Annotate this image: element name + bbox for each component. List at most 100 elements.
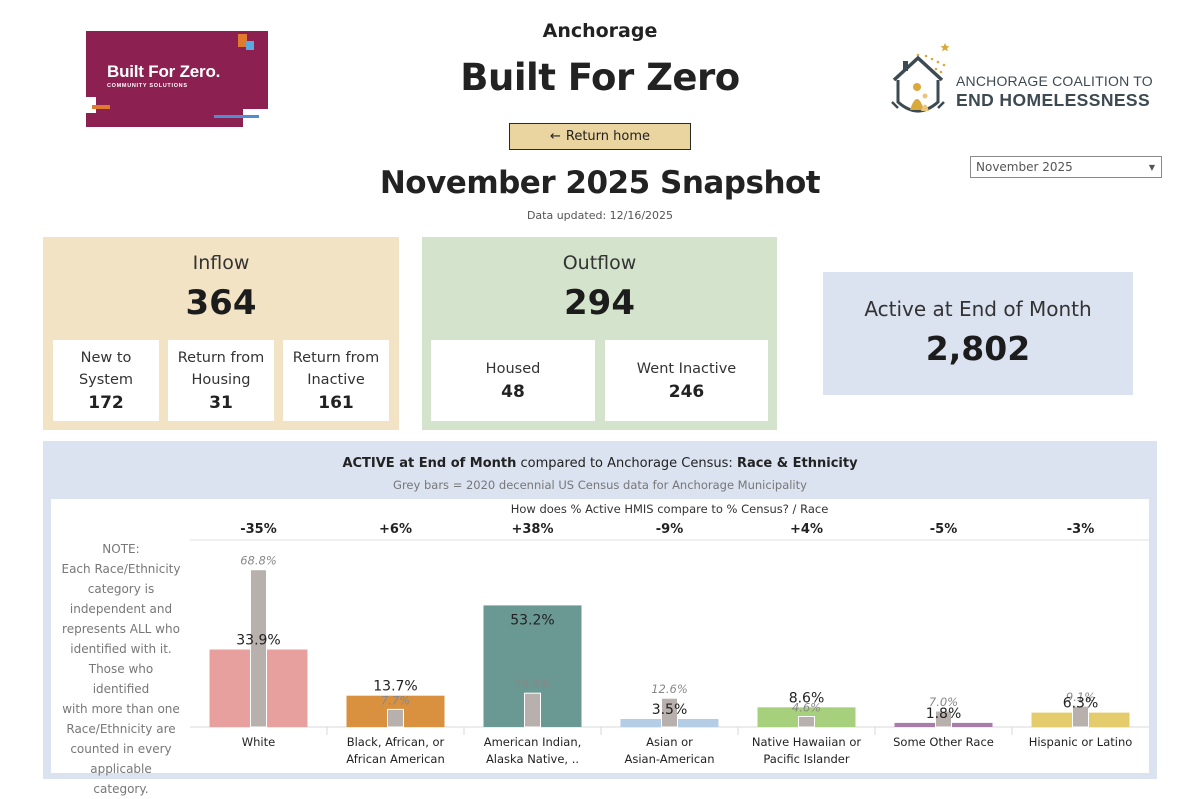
data-updated-text: Data updated: 12/16/2025 xyxy=(526,209,674,222)
built-for-zero-logo: Built For Zero. COMMUNITY SOLUTIONS xyxy=(86,31,268,127)
logo-accent-orange xyxy=(238,34,247,47)
active-value: 2,802 xyxy=(925,329,1031,368)
active-value-label: 53.2% xyxy=(510,612,554,628)
chart-axis-title: How does % Active HMIS compare to % Cens… xyxy=(511,502,829,516)
logo-accent-dash-orange xyxy=(92,105,110,109)
active-value-label: 8.6% xyxy=(789,690,825,706)
title-bold-active: ACTIVE at End of Month xyxy=(342,456,517,471)
category-label: American Indian, xyxy=(484,735,582,749)
difference-label: -5% xyxy=(930,522,957,537)
category-label: Asian-American xyxy=(624,752,714,766)
sub-value: 246 xyxy=(668,381,705,402)
census-bar xyxy=(798,715,815,728)
anchorage-coalition-logo: ANCHORAGE COALITION TO END HOMELESSNESS xyxy=(888,40,1168,120)
category-label: Some Other Race xyxy=(893,735,994,749)
logo-title: Built For Zero. xyxy=(107,62,221,81)
outflow-housed: Housed 48 xyxy=(431,340,595,421)
inflow-title: Inflow xyxy=(192,252,250,274)
return-home-button[interactable]: ← Return home xyxy=(509,123,691,150)
page-title: Built For Zero xyxy=(460,56,740,99)
sub-label: Return from xyxy=(177,349,265,366)
outflow-went-inactive: Went Inactive 246 xyxy=(605,340,768,421)
census-value-label: 7.7% xyxy=(381,693,410,707)
inflow-return-from-inactive: Return from Inactive 161 xyxy=(283,340,389,421)
difference-label: +4% xyxy=(790,522,823,537)
census-bar xyxy=(387,708,404,728)
census-bar xyxy=(935,710,952,728)
note-line: Those who identified xyxy=(88,662,154,696)
chart-panel-title: ACTIVE at End of Month compared to Ancho… xyxy=(43,456,1157,471)
inflow-value: 364 xyxy=(185,283,257,323)
category-label: Pacific Islander xyxy=(763,752,849,766)
month-dropdown-value: November 2025 xyxy=(976,160,1073,174)
chevron-down-icon: ▼ xyxy=(1148,162,1155,172)
arrow-left-icon: ← xyxy=(549,129,561,144)
logo-subtitle: COMMUNITY SOLUTIONS xyxy=(107,83,188,89)
chart-area: NOTE: Each Race/Ethnicity category is indep… xyxy=(51,499,1149,796)
difference-label: +38% xyxy=(511,522,553,537)
census-bar xyxy=(250,569,267,728)
census-bar xyxy=(1072,705,1089,728)
category-label: Asian or xyxy=(646,735,693,749)
census-value-label: 7.0% xyxy=(929,695,958,709)
race-bar-chart: How does % Active HMIS compare to % Cens… xyxy=(190,502,1149,766)
city-label: Anchorage xyxy=(542,20,658,42)
note-line: NOTE: xyxy=(102,542,140,556)
sub-label: Inactive xyxy=(307,371,365,388)
difference-label: +6% xyxy=(379,522,412,537)
inflow-new-to-system: New to System 172 xyxy=(53,340,159,421)
category-label: African American xyxy=(346,752,444,766)
census-value-label: 4.6% xyxy=(792,700,821,714)
race-ethnicity-panel: ACTIVE at End of Month compared to Ancho… xyxy=(43,441,1157,796)
difference-label: -9% xyxy=(656,522,683,537)
active-value-label: 3.5% xyxy=(652,702,688,718)
month-dropdown[interactable]: November 2025 ▼ xyxy=(970,156,1162,178)
sub-value: 172 xyxy=(88,392,124,413)
note-line: represents ALL who xyxy=(62,622,180,636)
title-bold-race: Race & Ethnicity xyxy=(736,456,858,471)
coalition-name-line2: END HOMELESSNESS xyxy=(956,90,1151,110)
note-text: NOTE: Each Race/Ethnicity category is indep… xyxy=(61,539,181,799)
active-value-label: 13.7% xyxy=(373,679,417,695)
category-label: Black, African, or xyxy=(347,735,445,749)
census-bar xyxy=(524,692,541,728)
note-line: category is xyxy=(87,582,155,596)
house-family-icon xyxy=(891,43,950,113)
sub-label: Went Inactive xyxy=(636,360,737,377)
outflow-title: Outflow xyxy=(562,252,637,274)
sub-label: System xyxy=(78,371,134,388)
difference-label: -3% xyxy=(1067,522,1094,537)
sub-value: 31 xyxy=(209,392,233,413)
return-home-label: Return home xyxy=(565,129,651,144)
category-label: Alaska Native, .. xyxy=(486,752,579,766)
census-value-label: 12.6% xyxy=(651,682,688,696)
active-value-label: 6.3% xyxy=(1063,696,1099,712)
title-middle: compared to Anchorage Census: xyxy=(516,456,737,471)
inflow-return-from-housing: Return from Housing 31 xyxy=(168,340,274,421)
note-line: counted in every xyxy=(70,742,172,756)
active-value-label: 1.8% xyxy=(926,706,962,722)
sub-label: New to xyxy=(80,349,132,366)
census-value-label: 14.8% xyxy=(514,677,551,691)
logo-accent-white xyxy=(86,97,96,113)
active-title: Active at End of Month xyxy=(864,297,1092,321)
category-label: Hispanic or Latino xyxy=(1029,735,1133,749)
active-card: Active at End of Month 2,802 xyxy=(823,272,1133,395)
coalition-name-line1: ANCHORAGE COALITION TO xyxy=(956,73,1153,89)
chart-panel-subtitle: Grey bars = 2020 decennial US Census dat… xyxy=(393,478,807,492)
difference-label: -35% xyxy=(240,522,277,537)
logo-accent-blue xyxy=(246,41,254,50)
sub-label: Housed xyxy=(485,360,541,377)
note-line: Each Race/Ethnicity xyxy=(61,562,181,576)
sub-value: 161 xyxy=(318,392,354,413)
sub-value: 48 xyxy=(501,381,525,402)
census-value-label: 9.1% xyxy=(1066,690,1095,704)
sub-label: Return from xyxy=(292,349,380,366)
active-value-label: 33.9% xyxy=(236,633,280,649)
category-label: Native Hawaiian or xyxy=(752,735,861,749)
outflow-card: Outflow 294 Housed 48 Went Inactive 246 xyxy=(422,237,777,430)
inflow-card: Inflow 364 New to System 172 Return from… xyxy=(43,237,399,430)
sub-label: Housing xyxy=(191,371,251,388)
note-line: with more than one xyxy=(62,702,180,716)
note-line: Race/Ethnicity are xyxy=(66,722,176,736)
